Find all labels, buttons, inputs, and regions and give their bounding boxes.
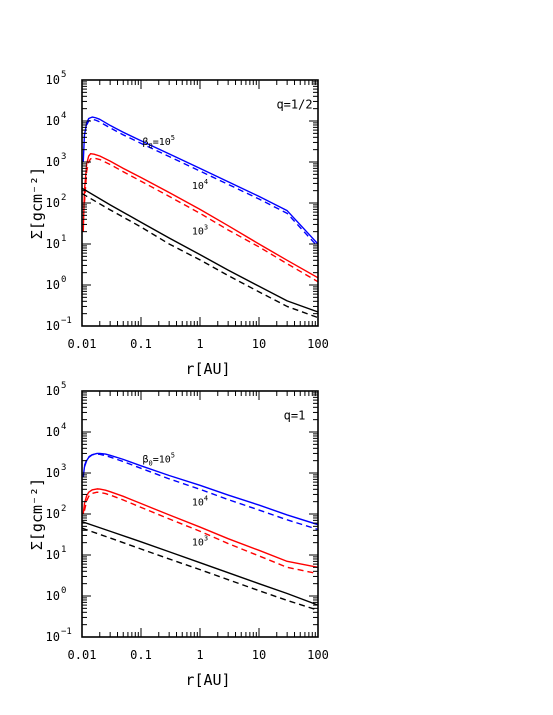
y-tick-exponent: 2 (61, 193, 66, 203)
y-axis-title: Σ[gcm⁻²] (28, 167, 46, 239)
y-tick-exponent: 3 (61, 463, 66, 473)
y-tick-label: 10 (46, 196, 60, 210)
series-line-2 (83, 453, 318, 531)
series-line-6 (82, 192, 318, 319)
annotation-q: q=1/2 (276, 98, 312, 112)
x-tick-label: 0.01 (68, 337, 97, 351)
annotation-label-2: 104 (192, 495, 208, 509)
y-tick-label: 10 (46, 425, 60, 439)
series-group (82, 452, 318, 611)
y-axis-title: Σ[gcm⁻²] (28, 478, 46, 550)
y-tick-label: 10 (46, 507, 60, 521)
series-line-3 (82, 152, 318, 279)
y-tick-label: 10 (46, 237, 60, 251)
y-tick-label: 10 (46, 319, 60, 333)
x-tick-label: 10 (252, 337, 266, 351)
y-tick-label: 10 (46, 73, 60, 87)
series-line-4 (83, 491, 318, 575)
y-tick-exponent: 1 (61, 545, 66, 555)
y-tick-label: 10 (46, 155, 60, 169)
x-tick-label: 100 (307, 648, 329, 662)
y-tick-label: 10 (46, 589, 60, 603)
y-tick-label: 10 (46, 384, 60, 398)
y-tick-exponent: 4 (61, 422, 66, 432)
series-line-6 (82, 527, 318, 611)
x-tick-label: 10 (252, 648, 266, 662)
series-line-5 (82, 521, 318, 606)
y-tick-label: 10 (46, 548, 60, 562)
x-tick-label: 0.1 (130, 648, 152, 662)
y-tick-exponent: 3 (61, 152, 66, 162)
plot-frame (81, 79, 319, 327)
y-tick-exponent: −1 (61, 627, 72, 637)
annotation-label-3: 103 (192, 224, 208, 238)
y-tick-label: 10 (46, 630, 60, 644)
annotation-q: q=1 (284, 409, 306, 423)
axis-ticks (81, 390, 319, 638)
annotation-label-3: 103 (192, 535, 208, 549)
x-tick-label: 0.01 (68, 648, 97, 662)
series-line-5 (82, 187, 318, 313)
series-line-1 (82, 452, 318, 526)
series-line-4 (83, 157, 318, 283)
x-axis-title: r[AU] (185, 360, 230, 378)
y-tick-exponent: 2 (61, 504, 66, 514)
annotation-label-2: 104 (192, 178, 208, 192)
y-tick-exponent: 4 (61, 111, 66, 121)
annotation-label-1: β0=105 (142, 134, 175, 150)
y-tick-exponent: 0 (61, 586, 66, 596)
x-tick-label: 1 (196, 337, 203, 351)
annotation-label-1: β0=105 (142, 452, 175, 468)
y-tick-exponent: 0 (61, 275, 66, 285)
y-tick-exponent: −1 (61, 316, 72, 326)
series-line-2 (86, 118, 318, 248)
series-group (82, 116, 318, 319)
axis-ticks (81, 79, 319, 327)
y-tick-exponent: 5 (61, 381, 66, 391)
y-tick-exponent: 5 (61, 70, 66, 80)
x-tick-label: 0.1 (130, 337, 152, 351)
x-tick-label: 100 (307, 337, 329, 351)
y-tick-label: 10 (46, 466, 60, 480)
series-line-3 (82, 488, 318, 569)
y-tick-exponent: 1 (61, 234, 66, 244)
y-tick-label: 10 (46, 114, 60, 128)
x-axis-title: r[AU] (185, 671, 230, 689)
x-tick-label: 1 (196, 648, 203, 662)
y-tick-label: 10 (46, 278, 60, 292)
